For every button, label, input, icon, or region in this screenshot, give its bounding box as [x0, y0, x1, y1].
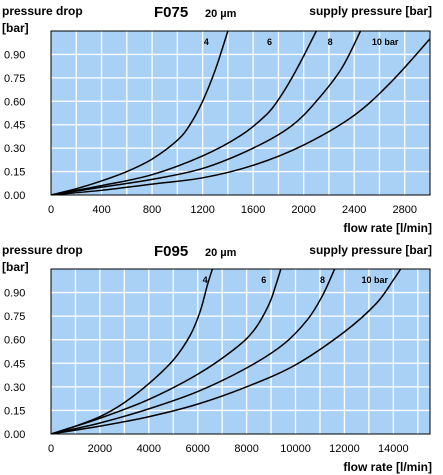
- series-label: 6: [267, 37, 272, 47]
- series-line-6: [51, 269, 282, 434]
- x-tick-label: 12000: [329, 443, 360, 455]
- chart-subtitle: 20 µm: [205, 8, 237, 20]
- y-axis-label: pressure drop: [2, 243, 83, 257]
- y-tick-label: 0.90: [4, 49, 25, 61]
- y-tick-label: 0.15: [4, 167, 25, 179]
- x-tick-label: 1200: [190, 204, 214, 216]
- x-tick-label: 2800: [392, 204, 416, 216]
- legend-title: supply pressure [bar]: [309, 243, 432, 257]
- series-label: 10 bar: [372, 37, 399, 47]
- plot-area: [51, 31, 430, 195]
- y-tick-label: 0.90: [4, 288, 25, 300]
- y-tick-label: 0.30: [4, 382, 25, 394]
- series-line-6: [51, 31, 317, 195]
- plot-frame: [50, 268, 431, 435]
- plot-area: [51, 269, 430, 434]
- x-tick-label: 2000: [291, 204, 315, 216]
- x-tick-label: 10000: [280, 443, 311, 455]
- legend-title: supply pressure [bar]: [309, 4, 432, 18]
- series-line-8: [51, 269, 336, 434]
- series-group: [51, 31, 430, 195]
- y-axis-label: pressure drop: [2, 4, 83, 18]
- series-group: [51, 269, 402, 434]
- x-tick-label: 6000: [185, 443, 209, 455]
- series-label: 8: [320, 275, 325, 285]
- chart-subtitle: 20 µm: [205, 247, 237, 259]
- series-label: 10 bar: [362, 275, 389, 285]
- plot-frame: [50, 30, 431, 196]
- series-label: 4: [204, 37, 209, 47]
- grid: [51, 269, 430, 434]
- series-label: 8: [328, 37, 333, 47]
- x-tick-label: 0: [48, 443, 54, 455]
- y-tick-label: 0.75: [4, 73, 25, 85]
- x-tick-label: 1600: [241, 204, 265, 216]
- x-tick-label: 2400: [342, 204, 366, 216]
- chart-0: 4 6 8 10 bar 0.00 0.15 0.30 0.45 0.60 0.75 0.90 0 40…: [2, 4, 432, 235]
- y-axis-unit: [bar]: [2, 21, 29, 35]
- x-tick-label: 800: [143, 204, 161, 216]
- y-tick-label: 0.45: [4, 358, 25, 370]
- series-line-4: [51, 31, 229, 195]
- x-axis-label: flow rate [l/min]: [343, 221, 432, 235]
- series-line-8: [51, 31, 362, 195]
- series-line-10-bar: [51, 269, 402, 434]
- chart-title: F095: [154, 243, 188, 260]
- x-tick-label: 4000: [137, 443, 161, 455]
- y-tick-label: 0.00: [4, 429, 25, 441]
- y-tick-label: 0.45: [4, 120, 25, 132]
- series-label: 6: [261, 275, 266, 285]
- x-tick-label: 0: [48, 204, 54, 216]
- chart-1: 4 6 8 10 bar 0.00 0.15 0.30 0.45 0.60 0.75 0.90 0 20…: [2, 243, 432, 474]
- x-tick-label: 14000: [378, 443, 409, 455]
- y-tick-label: 0.60: [4, 335, 25, 347]
- series-line-10-bar: [51, 38, 430, 195]
- y-axis-unit: [bar]: [2, 260, 29, 274]
- x-tick-label: 8000: [234, 443, 258, 455]
- grid: [51, 31, 430, 195]
- y-tick-label: 0.00: [4, 190, 25, 202]
- y-tick-label: 0.75: [4, 311, 25, 323]
- x-tick-label: 2000: [88, 443, 112, 455]
- y-tick-label: 0.15: [4, 405, 25, 417]
- x-axis-label: flow rate [l/min]: [343, 460, 432, 474]
- y-tick-label: 0.60: [4, 96, 25, 108]
- series-label: 4: [203, 275, 208, 285]
- y-tick-label: 0.30: [4, 143, 25, 155]
- x-tick-label: 400: [92, 204, 110, 216]
- chart-title: F075: [154, 4, 188, 21]
